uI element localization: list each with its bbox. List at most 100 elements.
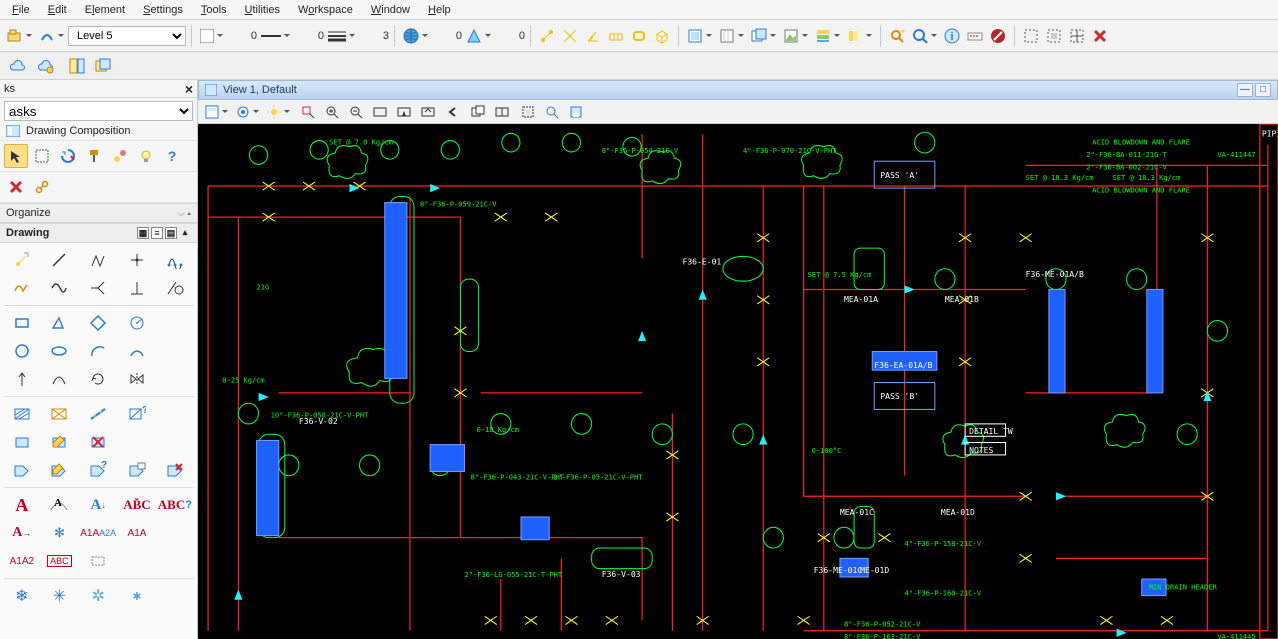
view-large-icon[interactable]: ▦ (137, 227, 149, 239)
place-stream-tool[interactable] (4, 275, 40, 301)
info-icon[interactable]: i (941, 25, 963, 47)
window-tile-icon[interactable] (66, 55, 88, 77)
fence-rect-icon[interactable] (1020, 25, 1042, 47)
fill-delete-tool[interactable] (79, 429, 117, 455)
lineweight-select[interactable] (325, 25, 358, 47)
text-query-tool[interactable]: ABC? (157, 492, 193, 518)
menu-edit[interactable]: Edit (40, 2, 75, 18)
snap-box-icon[interactable] (651, 25, 673, 47)
drawing-composition-row[interactable]: Drawing Composition (0, 121, 197, 141)
display-button[interactable] (844, 25, 875, 47)
hatch-area-tool[interactable] (4, 401, 40, 427)
place-shape-tool[interactable] (42, 310, 78, 336)
delete-x-tool[interactable] (4, 175, 28, 199)
text-along-tool[interactable]: A (42, 492, 78, 518)
snap-angle-icon[interactable] (582, 25, 604, 47)
view-titlebar[interactable]: View 1, Default — □ (198, 80, 1278, 100)
place-sine-tool[interactable] (42, 275, 78, 301)
fill-edit-tool[interactable] (42, 429, 78, 455)
place-perp-tool[interactable] (119, 275, 155, 301)
bulb-tool[interactable] (134, 144, 158, 168)
view-clip-icon[interactable] (517, 101, 539, 123)
cloud-gear-icon[interactable] (34, 55, 58, 77)
fit-view-icon[interactable] (369, 101, 391, 123)
edit-text-tool[interactable]: A↓ (79, 492, 117, 518)
pointer-tool[interactable] (4, 144, 28, 168)
snap-rect-icon[interactable] (628, 25, 650, 47)
view-sync-icon[interactable] (491, 101, 513, 123)
window-cascade-icon[interactable] (92, 55, 114, 77)
place-branch-tool[interactable] (79, 275, 117, 301)
drawing-section[interactable]: Drawing ▦ ≡ ▤ ▴ (0, 223, 197, 243)
chevron-up-icon[interactable]: ▴ (179, 227, 191, 239)
menu-window[interactable]: Window (363, 2, 418, 18)
update-tool[interactable] (56, 144, 80, 168)
view-rotation-icon[interactable] (393, 101, 415, 123)
fence-block-icon[interactable] (1043, 25, 1065, 47)
move-tool[interactable] (4, 366, 40, 392)
spell-text-tool[interactable]: AB̌C (119, 492, 155, 518)
match-tool[interactable] (108, 144, 132, 168)
place-ellipse-tool[interactable] (42, 338, 78, 364)
pattern-tool[interactable] (79, 401, 117, 427)
menu-utilities[interactable]: Utilities (237, 2, 288, 18)
drawing-tools-scroll[interactable]: ? ? A A A↓ AB̌C ABC? A→ (0, 243, 197, 639)
tag-place-tool[interactable] (4, 457, 40, 483)
raster-button[interactable] (716, 25, 747, 47)
transparency-button[interactable] (463, 25, 494, 47)
place-polygon-tool[interactable] (79, 310, 117, 336)
menu-help[interactable]: Help (420, 2, 459, 18)
zoom-in-icon[interactable] (321, 101, 343, 123)
text-replace-tool[interactable]: A1AA2A (79, 520, 117, 546)
menu-tools[interactable]: Tools (193, 2, 235, 18)
level-select[interactable]: Level 5 (68, 26, 186, 46)
place-block-tool[interactable] (4, 310, 40, 336)
place-circle-tool[interactable] (4, 338, 40, 364)
view-save-icon[interactable] (565, 101, 587, 123)
snap-keypoint-icon[interactable] (536, 25, 558, 47)
place-half-ellipse-tool[interactable] (119, 338, 155, 364)
menu-file[interactable]: FFileile (4, 2, 38, 18)
cloud-icon[interactable] (6, 55, 30, 77)
view-attributes-icon[interactable] (202, 101, 231, 123)
place-line-tool[interactable] (42, 247, 78, 273)
place-tangent-tool[interactable] (157, 275, 193, 301)
zoom-window-icon[interactable] (297, 101, 319, 123)
place-reg-polygon-tool[interactable] (119, 310, 155, 336)
arc-edit-tool[interactable] (42, 366, 78, 392)
place-smartline-tool[interactable] (4, 247, 40, 273)
organize-section[interactable]: Organize ⌵ ▴ (0, 203, 197, 223)
levels-button[interactable] (812, 25, 843, 47)
text-copy-tool[interactable]: A1A (119, 520, 155, 546)
snowflake-small-tool[interactable]: ✱ (119, 583, 155, 609)
tag-query-tool[interactable]: ? (79, 457, 117, 483)
menu-settings[interactable]: Settings (135, 2, 191, 18)
find-icon[interactable] (909, 25, 940, 47)
zoom-out-icon[interactable] (345, 101, 367, 123)
tag-edit-tool[interactable] (42, 457, 78, 483)
color-swatch[interactable] (197, 25, 226, 47)
mirror-tool[interactable] (119, 366, 155, 392)
image-button[interactable] (780, 25, 811, 47)
open-button[interactable] (4, 25, 35, 47)
help-tool[interactable]: ? (160, 144, 184, 168)
crosshatch-tool[interactable] (42, 401, 78, 427)
text-attr-tool[interactable]: ✻ (42, 520, 78, 546)
fence-delete-icon[interactable] (1089, 25, 1111, 47)
view-display-icon[interactable] (233, 101, 262, 123)
linestyle-select[interactable] (258, 25, 293, 47)
place-curve-tool[interactable] (157, 247, 193, 273)
tag-delete-tool[interactable] (157, 457, 193, 483)
view-find-icon[interactable] (541, 101, 563, 123)
paint-tool[interactable] (82, 144, 106, 168)
tasks-select[interactable]: asks (4, 101, 193, 121)
text-match-tool[interactable] (79, 548, 117, 574)
rotate-tool[interactable] (79, 366, 117, 392)
place-point-tool[interactable] (119, 247, 155, 273)
snap-intersection-icon[interactable] (559, 25, 581, 47)
view-brightness-icon[interactable] (264, 101, 293, 123)
place-arc-tool[interactable] (79, 338, 117, 364)
text-box-tool[interactable]: ABC (42, 548, 78, 574)
text-node-tool[interactable]: A1A2 (4, 548, 40, 574)
stop-icon[interactable] (987, 25, 1009, 47)
